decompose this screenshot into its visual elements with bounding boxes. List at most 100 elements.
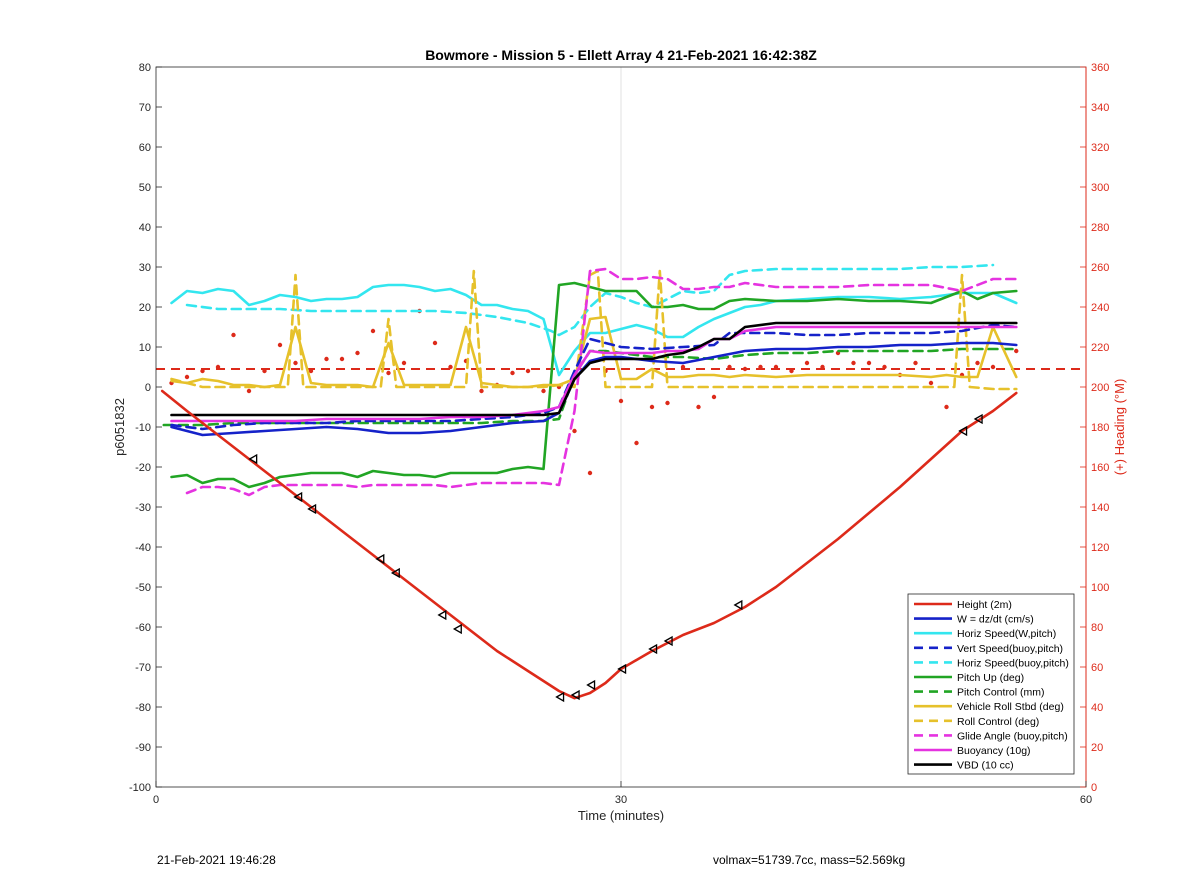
height-marker — [390, 567, 400, 579]
legend: Height (2m) W = dz/dt (cm/s) Horiz Speed(W… — [907, 593, 1075, 775]
heading-point — [479, 388, 484, 394]
y-tick-label: -20 — [135, 462, 151, 474]
height-marker — [570, 689, 580, 701]
y2-tick-label: 120 — [1091, 542, 1109, 554]
heading-point — [277, 342, 283, 348]
legend-label: Buoyancy (10g) — [957, 745, 1031, 757]
y2-tick-label: 100 — [1091, 582, 1109, 594]
y2-tick-label: 40 — [1091, 702, 1103, 714]
y-tick-label: -10 — [135, 422, 151, 434]
heading-point — [370, 328, 376, 334]
legend-label: Pitch Control (mm) — [957, 687, 1045, 699]
y-tick-label: -60 — [135, 622, 151, 634]
y-tick-label: -40 — [135, 542, 151, 554]
heading-point — [649, 404, 655, 410]
y-tick-label: -100 — [129, 782, 151, 794]
y-tick-label: 70 — [139, 102, 151, 114]
height-marker — [958, 425, 968, 437]
footer-volmax-mass: volmax=51739.7cc, mass=52.569kg — [713, 853, 906, 867]
heading-point — [432, 340, 438, 346]
height-marker — [437, 609, 447, 621]
y-tick-label: 40 — [139, 222, 151, 234]
height-marker — [617, 663, 627, 675]
y2-tick-label: 360 — [1091, 62, 1109, 74]
y2-tick-label: 340 — [1091, 102, 1109, 114]
y2-tick-label: 220 — [1091, 342, 1109, 354]
heading-point — [215, 364, 221, 370]
height-marker — [307, 503, 317, 515]
heading-point — [587, 470, 593, 476]
heading-point — [308, 368, 314, 374]
y2-axis-label: (+) Heading (°M) — [1112, 379, 1127, 476]
heading-point — [262, 368, 267, 374]
y-tick-label: 0 — [145, 382, 151, 394]
y-tick-label: -50 — [135, 582, 151, 594]
y2-tick-label: 320 — [1091, 142, 1109, 154]
legend-label: Horiz Speed(W,pitch) — [957, 628, 1056, 640]
legend-box — [907, 593, 1075, 775]
heading-point — [355, 350, 360, 356]
height-marker — [663, 635, 673, 647]
heading-point — [928, 380, 934, 386]
y2-tick-label: 300 — [1091, 182, 1109, 194]
legend-label: Roll Control (deg) — [957, 716, 1039, 728]
heading-point — [990, 364, 996, 370]
y2-tick-label: 60 — [1091, 662, 1103, 674]
series-line — [170, 321, 1018, 417]
legend-label: Pitch Up (deg) — [957, 672, 1024, 684]
y-tick-label: -70 — [135, 662, 151, 674]
heading-point — [634, 440, 639, 446]
y2-tick-label: 280 — [1091, 222, 1109, 234]
heading-point — [510, 370, 515, 376]
y2-tick-label: 240 — [1091, 302, 1109, 314]
y2-tick-label: 140 — [1091, 502, 1109, 514]
height-marker — [248, 453, 258, 465]
y-tick-label: -30 — [135, 502, 151, 514]
y-tick-label: 60 — [139, 142, 151, 154]
legend-label: Vehicle Roll Stbd (deg) — [957, 701, 1064, 713]
heading-point — [866, 360, 872, 366]
heading-point — [293, 360, 298, 366]
heading-point — [696, 404, 701, 410]
heading-point — [525, 368, 531, 374]
y-axis: -100-90-80-70-60-50-40-30-20-10010203040… — [129, 62, 162, 794]
heading-point — [572, 428, 577, 434]
x-axis-label: Time (minutes) — [578, 808, 664, 823]
heading-point — [711, 394, 717, 400]
heading-point — [851, 360, 856, 366]
x-axis: 0 30 60 — [153, 781, 1092, 806]
series-line — [170, 281, 1018, 489]
legend-label: Vert Speed(buoy,pitch) — [957, 643, 1063, 655]
heading-point — [680, 364, 686, 370]
heading-point — [448, 364, 453, 370]
series-line — [170, 325, 1018, 423]
heading-point — [231, 332, 236, 338]
heading-point — [184, 374, 190, 380]
height-marker — [293, 491, 303, 503]
height-marker — [452, 623, 462, 635]
x-tick-label: 30 — [615, 794, 627, 806]
legend-label: Height (2m) — [957, 599, 1012, 611]
height-marker — [586, 679, 596, 691]
legend-label: W = dz/dt (cm/s) — [957, 614, 1034, 626]
y2-tick-label: 260 — [1091, 262, 1109, 274]
heading-point — [541, 388, 546, 394]
heading-point — [665, 400, 670, 406]
series-line — [170, 341, 1018, 437]
heading-point — [804, 360, 810, 366]
heading-point — [618, 398, 624, 404]
heading-point — [1014, 348, 1019, 354]
heading-point — [386, 370, 391, 376]
heading-point — [324, 356, 329, 362]
footer-timestamp: 21-Feb-2021 19:46:28 — [157, 853, 276, 867]
height-marker — [375, 553, 385, 565]
heading-point — [773, 364, 779, 370]
y2-tick-label: 0 — [1091, 782, 1097, 794]
heading-point — [975, 360, 980, 366]
series-line — [170, 315, 1018, 389]
heading-point — [246, 388, 252, 394]
heading-point — [944, 404, 949, 410]
heading-point — [882, 364, 887, 370]
x-tick-label: 60 — [1080, 794, 1092, 806]
y-tick-label: -90 — [135, 742, 151, 754]
